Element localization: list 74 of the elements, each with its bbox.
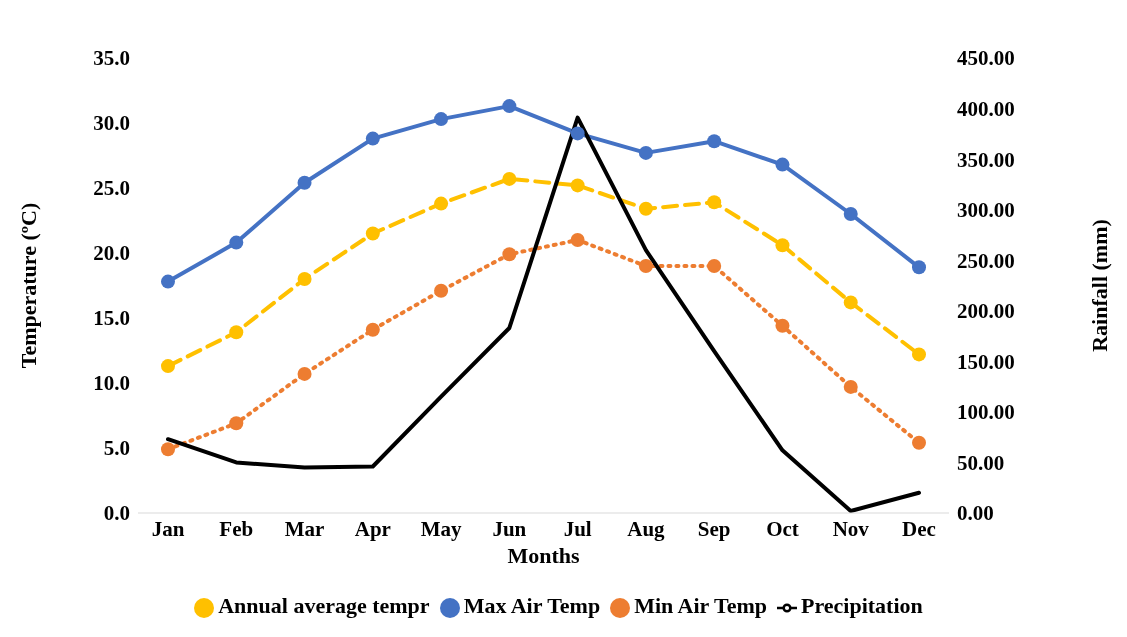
point: [843, 379, 858, 394]
point: [570, 126, 585, 141]
x-tick-label: Oct: [766, 516, 799, 541]
y-tick-label: 30.0: [93, 111, 130, 136]
legend-label: Precipitation: [801, 593, 923, 618]
point: [434, 112, 449, 127]
point: [707, 134, 722, 149]
point: [297, 175, 312, 190]
x-tick-label: Jul: [563, 516, 592, 541]
y2-tick-label: 150.00: [957, 349, 1015, 374]
point: [229, 325, 244, 340]
x-tick-label: Dec: [902, 516, 936, 541]
point: [775, 318, 790, 333]
point: [638, 145, 653, 160]
point: [775, 238, 790, 253]
point: [775, 157, 790, 172]
point: [912, 260, 926, 275]
point: [638, 201, 653, 216]
point: [912, 435, 926, 450]
y2-tick-label: 400.00: [957, 97, 1015, 122]
point: [161, 274, 175, 289]
point: [229, 416, 244, 431]
y-axis-title: Temperature (ºC): [15, 202, 41, 369]
point: [365, 226, 380, 241]
point: [638, 259, 653, 273]
y-tick-label: 5.0: [103, 436, 130, 461]
point: [843, 295, 858, 310]
x-tick-label: Feb: [219, 516, 254, 541]
point: [434, 196, 449, 211]
y-tick-label: 20.0: [93, 241, 130, 266]
y-tick-label: 35.0: [93, 46, 130, 71]
x-tick-label: Sep: [697, 516, 731, 541]
y-tick-label: 10.0: [93, 371, 130, 396]
point: [707, 259, 722, 273]
y2-tick-label: 50.00: [957, 450, 1005, 475]
y-tick-label: 25.0: [93, 176, 130, 201]
point: [365, 131, 380, 146]
x-axis-title: Months: [507, 543, 580, 568]
x-tick-label: Mar: [284, 516, 325, 541]
y2-tick-label: 100.00: [957, 400, 1015, 425]
point: [365, 322, 380, 337]
legend-label: Annual average tempr: [218, 593, 430, 618]
point: [297, 272, 312, 286]
point: [161, 442, 175, 457]
x-tick-label: Jan: [151, 516, 185, 541]
point: [570, 233, 585, 247]
x-tick-label: Aug: [627, 516, 666, 541]
y2-tick-label: 250.00: [957, 248, 1015, 273]
point: [502, 247, 517, 262]
line-series: [166, 115, 921, 513]
point: [843, 207, 858, 221]
point: [912, 347, 926, 362]
point: [707, 195, 722, 210]
point: [502, 99, 517, 114]
legend-label: Max Air Temp: [463, 593, 601, 618]
x-tick-label: Apr: [354, 516, 391, 541]
x-tick-label: Nov: [832, 516, 870, 541]
y2-tick-label: 0.00: [957, 501, 994, 526]
point: [229, 235, 244, 250]
legend-label: Min Air Temp: [634, 593, 767, 618]
y2-tick-label: 300.00: [957, 198, 1015, 223]
y-tick-label: 15.0: [93, 306, 130, 331]
point: [570, 178, 585, 193]
x-tick-label: May: [420, 516, 462, 541]
y2-tick-label: 200.00: [957, 299, 1015, 324]
y2-tick-label: 350.00: [957, 147, 1015, 172]
y-tick-label: 0.0: [103, 501, 130, 526]
point: [297, 366, 312, 381]
point: [434, 283, 449, 298]
x-tick-label: Jun: [492, 516, 527, 541]
point: [502, 171, 517, 186]
point: [161, 359, 175, 374]
y2-tick-label: 450.00: [957, 46, 1015, 71]
y2-axis-title: Rainfall (mm): [1086, 219, 1112, 352]
